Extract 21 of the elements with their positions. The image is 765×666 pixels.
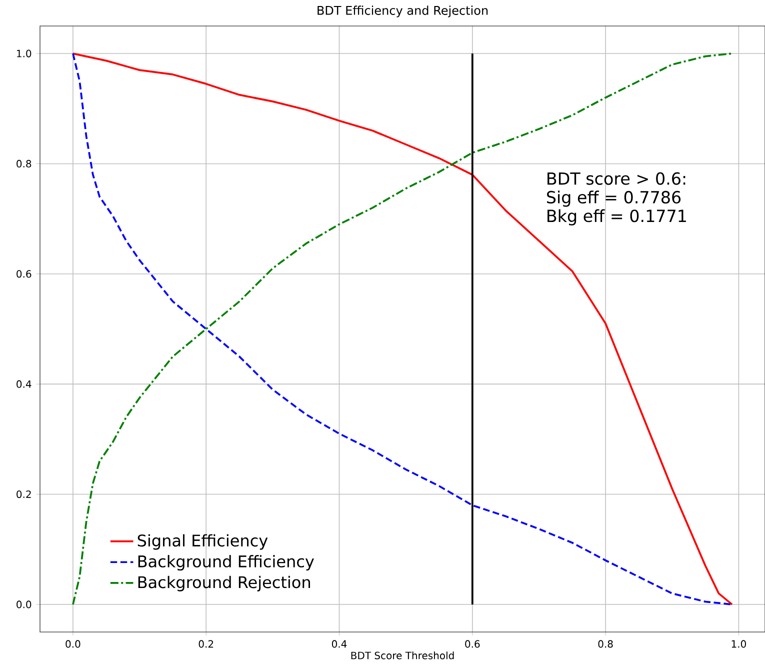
x-axis-title: BDT Score Threshold <box>351 652 454 660</box>
y-tick-label: 0.8 <box>16 160 32 168</box>
x-tick-label: 0.4 <box>332 640 347 648</box>
y-tick-label: 0.4 <box>16 380 32 388</box>
x-tick-label: 0.0 <box>66 640 80 648</box>
chart-title: BDT Efficiency and Rejection <box>318 6 488 18</box>
line-series <box>72 52 733 606</box>
x-tick-label: 0.2 <box>198 640 214 648</box>
legend-label: Signal Efficiency <box>138 534 268 550</box>
x-tick-label: 0.8 <box>598 640 613 648</box>
annotation: Sig eff = 0.7786 <box>547 190 681 207</box>
legend-label: Background Rejection <box>138 576 310 592</box>
annotation: Bkg eff = 0.1771 <box>548 209 686 226</box>
y-tick-label: 1.0 <box>17 50 32 58</box>
y-tick-label: 0.2 <box>16 490 31 498</box>
x-tick-label: 1.0 <box>732 640 746 648</box>
y-tick-label: 0.6 <box>16 270 32 278</box>
annotation: BDT score > 0.6: <box>548 172 686 185</box>
legend-label: Background Efficiency <box>138 555 314 571</box>
x-tick-label: 0.6 <box>465 640 480 648</box>
y-tick-label: 0.0 <box>16 600 32 608</box>
